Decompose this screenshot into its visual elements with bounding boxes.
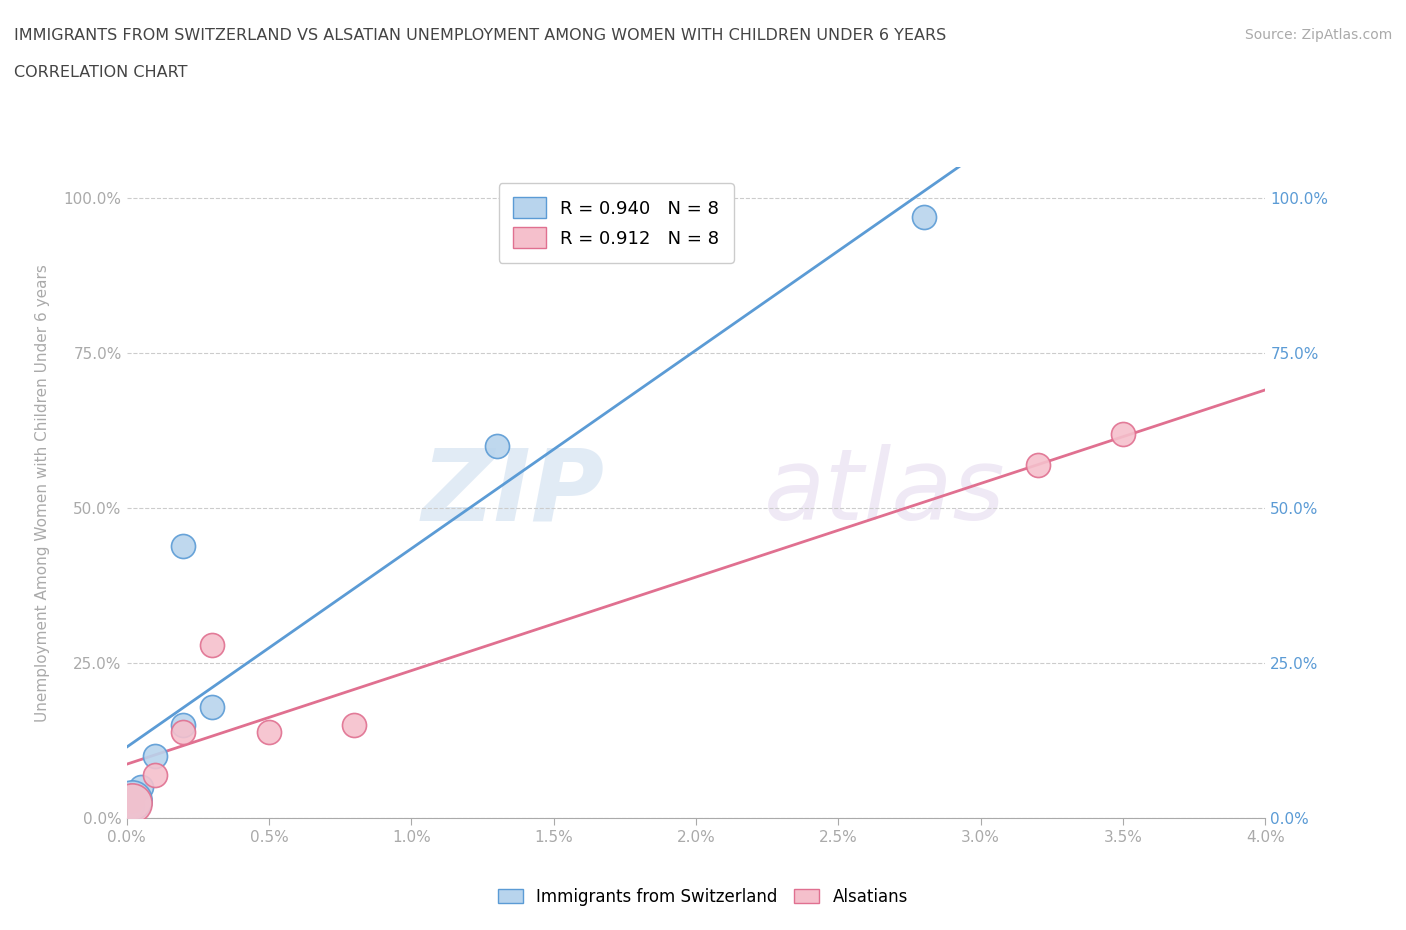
Point	[172, 538, 194, 553]
Point	[257, 724, 280, 739]
Point	[172, 718, 194, 733]
Point	[485, 439, 508, 454]
Point	[1026, 458, 1049, 472]
Point	[143, 749, 166, 764]
Point	[121, 795, 143, 810]
Point	[121, 792, 143, 807]
Point	[129, 780, 152, 795]
Text: ZIP: ZIP	[422, 445, 605, 541]
Legend: R = 0.940   N = 8, R = 0.912   N = 8: R = 0.940 N = 8, R = 0.912 N = 8	[499, 183, 734, 262]
Y-axis label: Unemployment Among Women with Children Under 6 years: Unemployment Among Women with Children U…	[35, 264, 49, 722]
Legend: Immigrants from Switzerland, Alsatians: Immigrants from Switzerland, Alsatians	[491, 881, 915, 912]
Point	[172, 724, 194, 739]
Text: atlas: atlas	[765, 445, 1005, 541]
Point	[121, 792, 143, 807]
Point	[1112, 427, 1135, 442]
Point	[201, 637, 224, 652]
Point	[201, 699, 224, 714]
Point	[912, 209, 935, 224]
Point	[121, 799, 143, 814]
Text: CORRELATION CHART: CORRELATION CHART	[14, 65, 187, 80]
Text: IMMIGRANTS FROM SWITZERLAND VS ALSATIAN UNEMPLOYMENT AMONG WOMEN WITH CHILDREN U: IMMIGRANTS FROM SWITZERLAND VS ALSATIAN …	[14, 28, 946, 43]
Point	[343, 718, 366, 733]
Point	[143, 767, 166, 782]
Text: Source: ZipAtlas.com: Source: ZipAtlas.com	[1244, 28, 1392, 42]
